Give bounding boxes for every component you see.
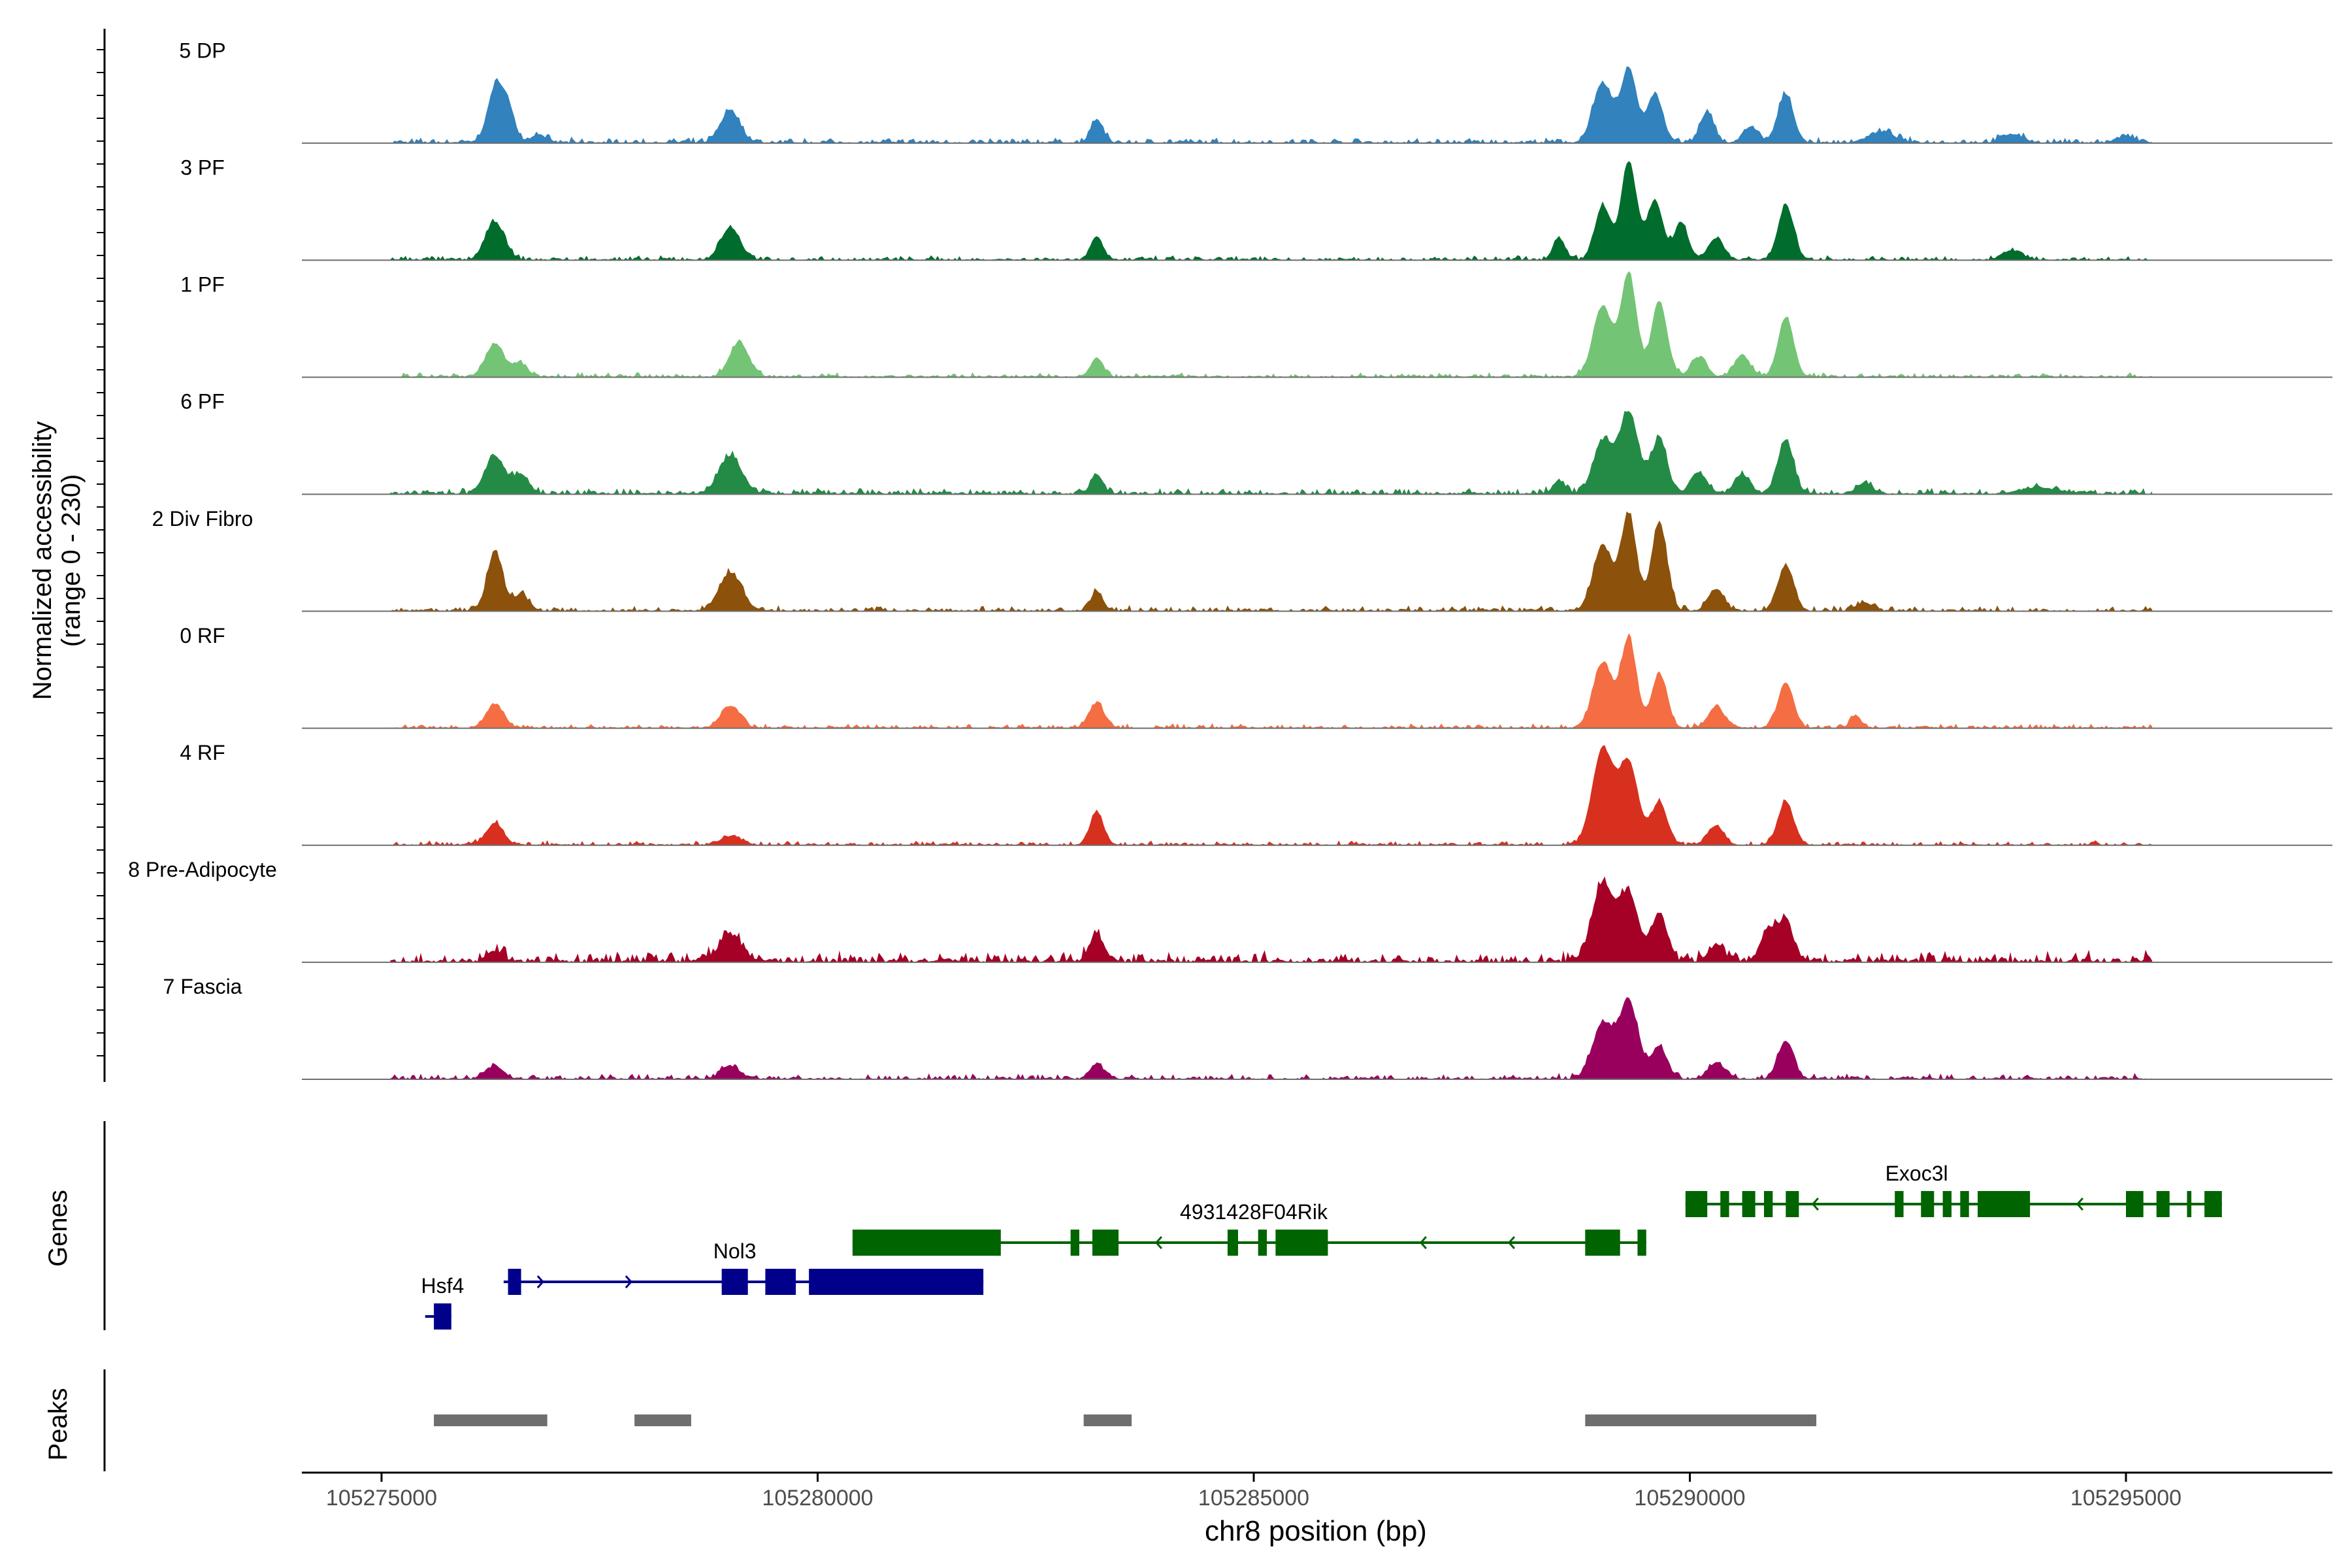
strand-arrow — [625, 1275, 632, 1288]
track-5-dp: 5 DP — [179, 39, 2332, 144]
exon — [1978, 1191, 2031, 1217]
exon — [765, 1269, 796, 1295]
y-axis-title: Normalized accessibility — [28, 421, 57, 700]
gene-label: Nol3 — [713, 1239, 757, 1263]
track-4-rf: 4 RF — [180, 741, 2332, 846]
track-3-pf: 3 PF — [180, 155, 2332, 261]
exon — [1258, 1230, 1267, 1256]
strand-arrow — [2076, 1198, 2083, 1211]
track-8-pre-adipocyte: 8 Pre-Adipocyte — [128, 858, 2332, 963]
coverage-area — [390, 511, 2153, 612]
track-6-pf: 6 PF — [180, 390, 2332, 495]
exon — [1763, 1191, 1773, 1217]
coverage-area — [390, 633, 2153, 728]
coverage-area — [390, 411, 2153, 495]
coverage-area — [390, 876, 2153, 962]
track-0-rf: 0 RF — [180, 624, 2332, 729]
x-tick-label: 105285000 — [1198, 1486, 1309, 1511]
track-2-div-fibro: 2 Div Fibro — [152, 507, 2332, 612]
strand-arrow — [1154, 1236, 1163, 1249]
exon — [2204, 1191, 2222, 1217]
exon — [1720, 1191, 1729, 1217]
x-tick-label: 105295000 — [2070, 1486, 2181, 1511]
track-label: 3 PF — [180, 155, 225, 179]
coverage-area — [390, 997, 2153, 1079]
genes-panel-label: Genes — [44, 1190, 73, 1267]
exon — [1585, 1230, 1620, 1256]
exon — [1960, 1191, 1969, 1217]
x-tick-label: 105275000 — [326, 1486, 437, 1511]
exon — [1637, 1230, 1646, 1256]
exon — [1942, 1191, 1952, 1217]
track-1-pf: 1 PF — [180, 271, 2332, 378]
gene-nol3: Nol3 — [503, 1239, 984, 1295]
gene-4931428f04rik: 4931428F04Rik — [852, 1200, 1646, 1256]
coverage-area — [390, 161, 2153, 261]
genes-panel: Hsf4 Nol3 4931428F04Rik Exoc3l — [103, 1121, 2222, 1330]
track-label: 5 DP — [179, 39, 225, 62]
peaks-panel-label: Peaks — [44, 1388, 73, 1460]
peaks-panel — [103, 1369, 1817, 1471]
track-label: 0 RF — [180, 624, 225, 647]
track-7-fascia: 7 Fascia — [163, 975, 2332, 1080]
strand-arrow — [1507, 1236, 1516, 1249]
gene-hsf4: Hsf4 — [421, 1274, 465, 1330]
gene-label: Hsf4 — [421, 1274, 465, 1298]
track-label: 6 PF — [180, 390, 225, 414]
exon — [2187, 1191, 2192, 1217]
exon — [1070, 1230, 1079, 1256]
track-label: 4 RF — [180, 741, 225, 764]
strand-arrow — [1811, 1198, 1819, 1211]
coverage-area — [390, 745, 2153, 845]
x-tick-label: 105290000 — [1634, 1486, 1745, 1511]
track-label: 2 Div Fibro — [152, 507, 253, 531]
peak-region — [634, 1414, 691, 1426]
exon — [1786, 1191, 1799, 1217]
exon — [434, 1303, 451, 1330]
x-tick-label: 105280000 — [762, 1486, 873, 1511]
exon — [721, 1269, 748, 1295]
exon — [2126, 1191, 2144, 1217]
exon — [809, 1269, 984, 1295]
gene-exoc3l: Exoc3l — [1685, 1162, 2222, 1217]
exon — [1921, 1191, 1935, 1217]
exon — [1092, 1230, 1119, 1256]
peak-region — [434, 1414, 547, 1426]
y-axis-range: (range 0 - 230) — [57, 474, 86, 647]
gene-label: 4931428F04Rik — [1180, 1200, 1328, 1224]
track-label: 8 Pre-Adipocyte — [128, 858, 277, 881]
exon — [1685, 1191, 1708, 1217]
exon — [2156, 1191, 2170, 1217]
exon — [1227, 1230, 1238, 1256]
exon — [852, 1230, 1001, 1256]
gene-label: Exoc3l — [1886, 1162, 1948, 1185]
exon — [1275, 1230, 1328, 1256]
coverage-y-axis — [97, 29, 106, 1082]
track-label: 7 Fascia — [163, 975, 242, 998]
peak-region — [1585, 1414, 1817, 1426]
coverage-tracks: 5 DP 3 PF 1 PF 6 PF 2 Div Fibro 0 RF 4 RF 8 Pre… — [128, 39, 2332, 1080]
strand-arrow — [536, 1275, 544, 1288]
x-axis-title: chr8 position (bp) — [1205, 1515, 1427, 1547]
x-axis: 105275000 105280000 105285000 105290000 1052… — [302, 1471, 2332, 1511]
peak-region — [1083, 1414, 1132, 1426]
strand-arrow — [1419, 1236, 1428, 1249]
exon — [1895, 1191, 1904, 1217]
coverage-area — [390, 66, 2153, 144]
exon — [508, 1269, 521, 1295]
exon — [1742, 1191, 1756, 1217]
coverage-area — [390, 271, 2153, 378]
track-label: 1 PF — [180, 273, 225, 297]
